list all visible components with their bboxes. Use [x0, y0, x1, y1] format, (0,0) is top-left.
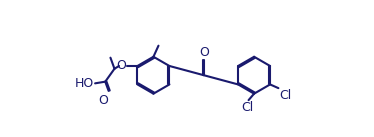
- Text: Cl: Cl: [280, 89, 292, 102]
- Text: HO: HO: [74, 77, 94, 90]
- Text: Cl: Cl: [241, 102, 253, 115]
- Text: O: O: [99, 94, 108, 107]
- Text: O: O: [116, 59, 126, 72]
- Text: O: O: [199, 45, 209, 58]
